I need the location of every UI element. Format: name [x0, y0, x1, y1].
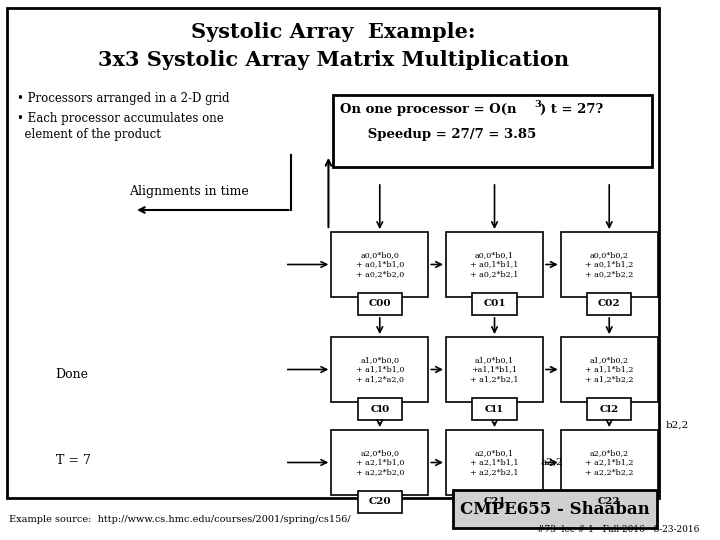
Bar [587, 491, 631, 513]
Bar [446, 337, 543, 402]
Bar [472, 293, 517, 315]
Text: Cl0: Cl0 [370, 404, 390, 414]
Bar [561, 337, 658, 402]
Text: b2,2: b2,2 [665, 421, 688, 429]
Text: a2,2: a2,2 [541, 458, 563, 467]
Bar [331, 337, 428, 402]
Text: ) t = 27?: ) t = 27? [540, 103, 603, 116]
Text: 3x3 Systolic Array Matrix Multiplication: 3x3 Systolic Array Matrix Multiplication [97, 50, 569, 70]
Text: On one processor = O(n: On one processor = O(n [341, 103, 517, 116]
Text: C00: C00 [369, 300, 391, 308]
Bar [446, 232, 543, 297]
Text: element of the product: element of the product [17, 128, 161, 141]
Bar [587, 398, 631, 420]
Text: a0,0*b0,0
+ a0,1*b1,0
+ a0,2*b2,0: a0,0*b0,0 + a0,1*b1,0 + a0,2*b2,0 [356, 251, 404, 278]
Text: Cl2: Cl2 [600, 404, 619, 414]
Text: a1,0*b0,2
+ a1,1*b1,2
+ a1,2*b2,2: a1,0*b0,2 + a1,1*b1,2 + a1,2*b2,2 [585, 356, 634, 383]
Text: #73  lec # 1   Fall 2016   8-23-2016: #73 lec # 1 Fall 2016 8-23-2016 [536, 525, 699, 535]
Text: • Processors arranged in a 2-D grid: • Processors arranged in a 2-D grid [17, 92, 229, 105]
Bar [446, 430, 543, 495]
Bar [587, 293, 631, 315]
Text: Alignments in time: Alignments in time [130, 185, 249, 198]
Bar [472, 491, 517, 513]
Text: Speedup = 27/7 = 3.85: Speedup = 27/7 = 3.85 [341, 128, 536, 141]
Text: Example source:  http://www.cs.hmc.edu/courses/2001/spring/cs156/: Example source: http://www.cs.hmc.edu/co… [9, 516, 351, 524]
Bar [561, 430, 658, 495]
Text: a2,0*b0,0
+ a2,1*b1,0
+ a2,2*b2,0: a2,0*b0,0 + a2,1*b1,0 + a2,2*b2,0 [356, 449, 404, 476]
Bar [333, 95, 652, 167]
Text: T = 7: T = 7 [55, 454, 91, 467]
Bar [472, 398, 517, 420]
Text: C20: C20 [369, 497, 391, 507]
Text: Done: Done [55, 368, 89, 381]
Text: C21: C21 [483, 497, 506, 507]
Text: a1,0*b0,1
+a1,1*b1,1
+ a1,2*b2,1: a1,0*b0,1 +a1,1*b1,1 + a1,2*b2,1 [470, 356, 518, 383]
Bar [331, 232, 428, 297]
Bar [358, 398, 402, 420]
Bar [358, 491, 402, 513]
Text: a0,0*b0,1
+ a0,1*b1,1
+ a0,2*b2,1: a0,0*b0,1 + a0,1*b1,1 + a0,2*b2,1 [470, 251, 518, 278]
Text: a0,0*b0,2
+ a0,1*b1,2
+ a0,2*b2,2: a0,0*b0,2 + a0,1*b1,2 + a0,2*b2,2 [585, 251, 634, 278]
Bar [454, 490, 657, 528]
Bar [561, 232, 658, 297]
Text: C01: C01 [483, 300, 506, 308]
Text: Systolic Array  Example:: Systolic Array Example: [191, 22, 475, 42]
Text: Cl1: Cl1 [485, 404, 504, 414]
Text: a2,0*b0,1
+ a2,1*b1,1
+ a2,2*b2,1: a2,0*b0,1 + a2,1*b1,1 + a2,2*b2,1 [470, 449, 518, 476]
Text: 3: 3 [534, 100, 541, 109]
Text: CMPE655 - Shaaban: CMPE655 - Shaaban [460, 501, 650, 517]
Bar [331, 430, 428, 495]
Text: a1,0*b0,0
+ a1,1*b1,0
+ a1,2*a2,0: a1,0*b0,0 + a1,1*b1,0 + a1,2*a2,0 [356, 356, 404, 383]
Text: • Each processor accumulates one: • Each processor accumulates one [17, 112, 223, 125]
Text: a2,0*b0,2
+ a2,1*b1,2
+ a2,2*b2,2: a2,0*b0,2 + a2,1*b1,2 + a2,2*b2,2 [585, 449, 634, 476]
Text: C22: C22 [598, 497, 621, 507]
Bar [358, 293, 402, 315]
Text: C02: C02 [598, 300, 621, 308]
